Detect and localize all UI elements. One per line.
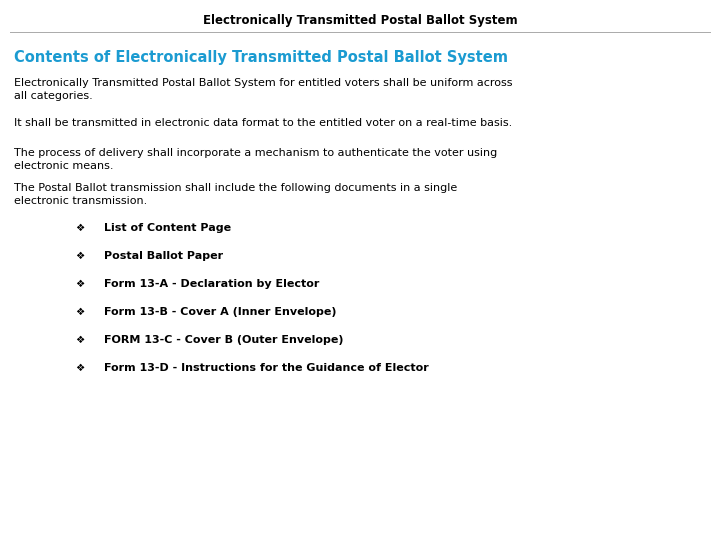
Text: ❖: ❖ xyxy=(76,279,85,289)
Text: Form 13-D - Instructions for the Guidance of Elector: Form 13-D - Instructions for the Guidanc… xyxy=(104,363,428,373)
Text: Postal Ballot Paper: Postal Ballot Paper xyxy=(104,251,223,261)
Text: ❖: ❖ xyxy=(76,363,85,373)
Text: Form 13-B - Cover A (Inner Envelope): Form 13-B - Cover A (Inner Envelope) xyxy=(104,307,336,317)
Text: The process of delivery shall incorporate a mechanism to authenticate the voter : The process of delivery shall incorporat… xyxy=(14,148,498,171)
Text: Electronically Transmitted Postal Ballot System: Electronically Transmitted Postal Ballot… xyxy=(203,14,517,27)
Text: The Postal Ballot transmission shall include the following documents in a single: The Postal Ballot transmission shall inc… xyxy=(14,183,457,206)
Text: Electronically Transmitted Postal Ballot System for entitled voters shall be uni: Electronically Transmitted Postal Ballot… xyxy=(14,78,513,101)
Text: ❖: ❖ xyxy=(76,223,85,233)
Text: ❖: ❖ xyxy=(76,251,85,261)
Text: ❖: ❖ xyxy=(76,307,85,317)
Text: List of Content Page: List of Content Page xyxy=(104,223,231,233)
Text: FORM 13-C - Cover B (Outer Envelope): FORM 13-C - Cover B (Outer Envelope) xyxy=(104,335,343,345)
Text: It shall be transmitted in electronic data format to the entitled voter on a rea: It shall be transmitted in electronic da… xyxy=(14,118,512,128)
Text: ❖: ❖ xyxy=(76,335,85,345)
Text: Form 13-A - Declaration by Elector: Form 13-A - Declaration by Elector xyxy=(104,279,320,289)
Text: Contents of Electronically Transmitted Postal Ballot System: Contents of Electronically Transmitted P… xyxy=(14,50,508,65)
